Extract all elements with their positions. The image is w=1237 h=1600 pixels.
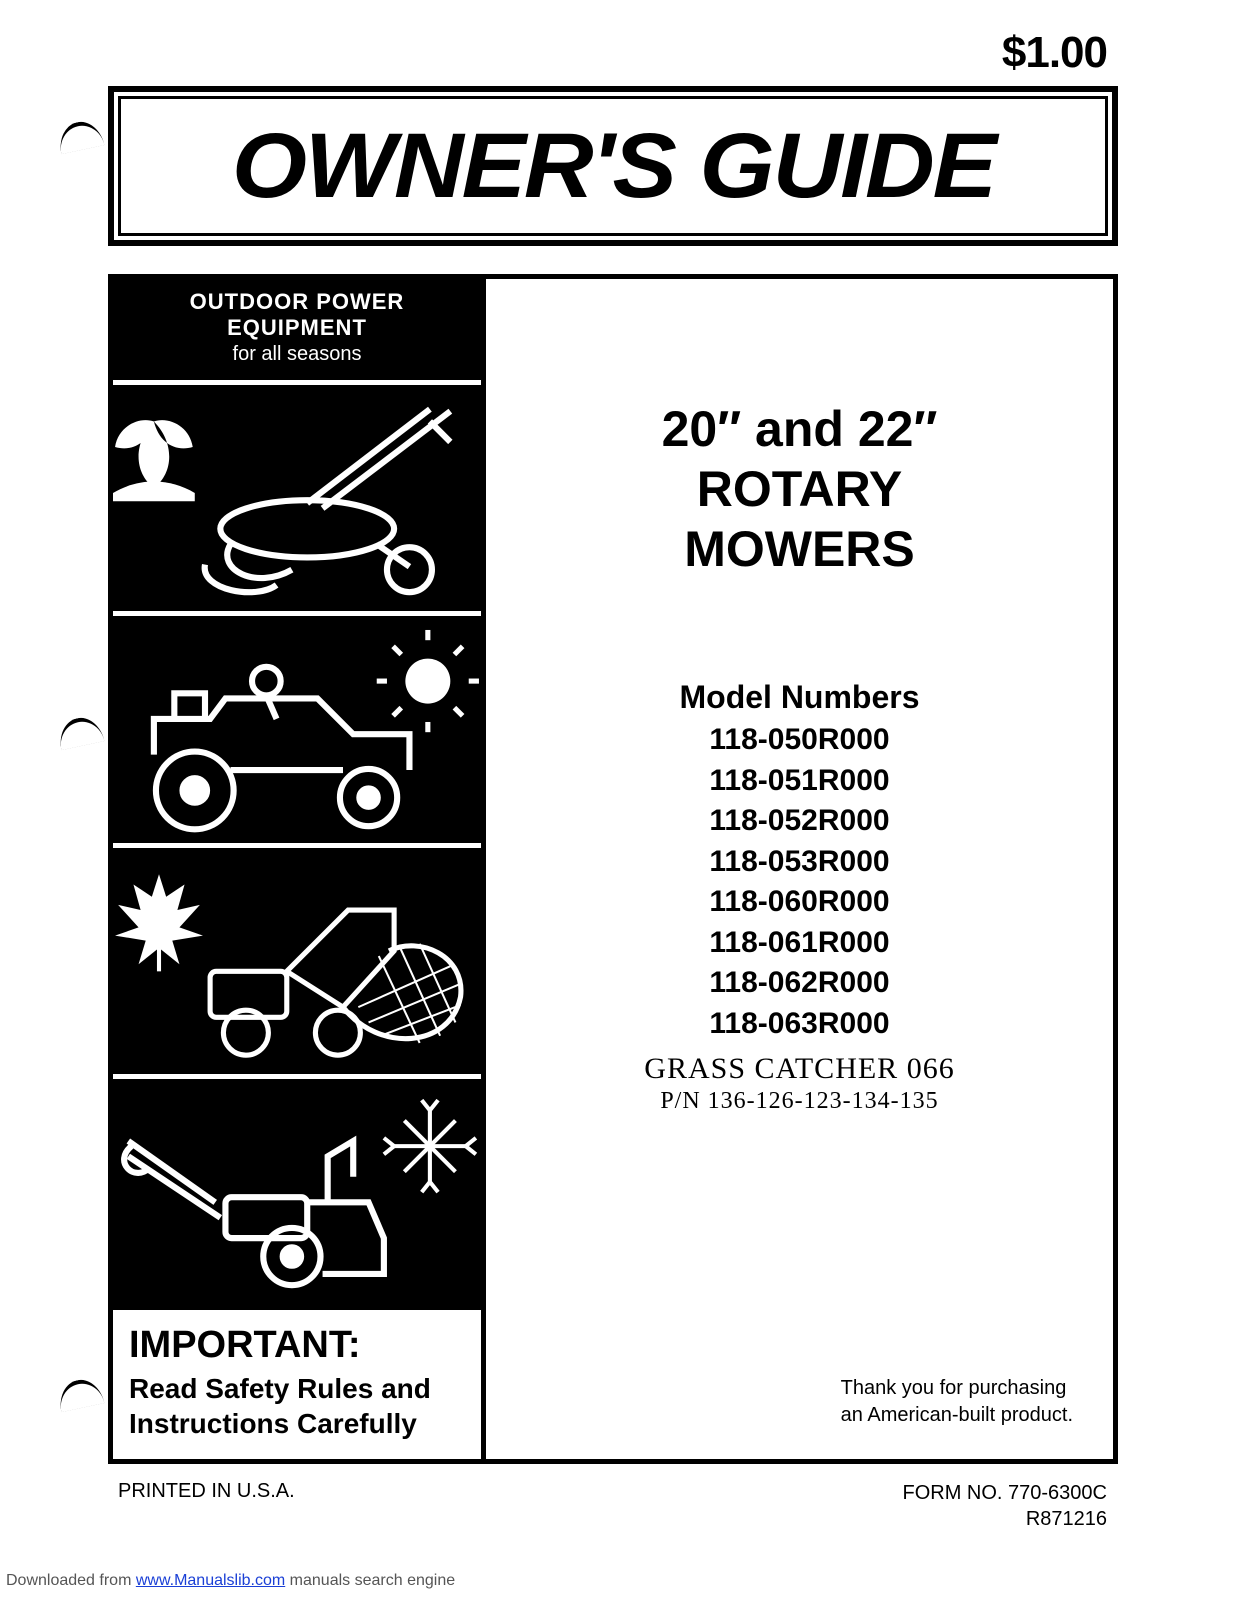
spring-tiller-panel	[113, 380, 481, 611]
download-suffix: manuals search engine	[285, 1572, 455, 1589]
summer-mower-panel	[113, 611, 481, 842]
model-number: 118-053R000	[526, 842, 1073, 883]
left-column: OUTDOOR POWER EQUIPMENT for all seasons	[113, 279, 486, 1459]
footer-form-line1: FORM NO. 770-6300C	[902, 1480, 1107, 1506]
footer-form-line2: R871216	[902, 1506, 1107, 1532]
thanks-line2: an American-built product.	[841, 1402, 1073, 1429]
download-prefix: Downloaded from	[6, 1572, 136, 1589]
right-column: 20″ and 22″ ROTARY MOWERS Model Numbers …	[486, 279, 1113, 1459]
price: $1.00	[1002, 28, 1107, 78]
chipper-icon	[210, 910, 461, 1055]
footer-printed-in: PRINTED IN U.S.A.	[118, 1480, 295, 1503]
handwritten-note-1: GRASS CATCHER 066	[526, 1052, 1073, 1086]
page-curl-mark	[56, 1376, 105, 1413]
product-title-line1: 20″ and 22″	[526, 399, 1073, 459]
product-title: 20″ and 22″ ROTARY MOWERS	[526, 399, 1073, 579]
sidebar-header-line1: OUTDOOR POWER EQUIPMENT	[121, 289, 473, 341]
snow-blower-icon	[124, 1141, 384, 1285]
flower-icon	[113, 420, 195, 501]
download-link[interactable]: www.Manualslib.com	[136, 1572, 285, 1589]
model-number: 118-062R000	[526, 963, 1073, 1004]
model-number: 118-051R000	[526, 761, 1073, 802]
important-title: IMPORTANT:	[129, 1324, 465, 1367]
model-number: 118-050R000	[526, 720, 1073, 761]
winter-blower-panel	[113, 1074, 481, 1305]
product-title-line2: ROTARY	[526, 459, 1073, 519]
sidebar-header: OUTDOOR POWER EQUIPMENT for all seasons	[113, 279, 481, 380]
thank-you-text: Thank you for purchasing an American-bui…	[841, 1375, 1073, 1429]
autumn-chipper-panel	[113, 843, 481, 1074]
download-source-line: Downloaded from www.Manualslib.com manua…	[6, 1572, 455, 1590]
model-number: 118-063R000	[526, 1004, 1073, 1045]
riding-mower-icon	[154, 667, 410, 830]
title-box: OWNER'S GUIDE	[108, 86, 1118, 246]
page-curl-mark	[56, 714, 105, 751]
document-title: OWNER'S GUIDE	[231, 114, 994, 219]
important-box: IMPORTANT: Read Safety Rules and Instruc…	[113, 1305, 481, 1459]
model-number: 118-061R000	[526, 923, 1073, 964]
title-inner: OWNER'S GUIDE	[118, 96, 1108, 236]
model-numbers-heading: Model Numbers	[526, 679, 1073, 716]
snowflake-icon	[384, 1100, 476, 1192]
maple-leaf-icon	[115, 874, 203, 971]
model-numbers-list: 118-050R000118-051R000118-052R000118-053…	[526, 720, 1073, 1044]
thanks-line1: Thank you for purchasing	[841, 1375, 1073, 1402]
tiller-icon	[205, 409, 451, 592]
sidebar-header-line2: for all seasons	[121, 343, 473, 366]
product-title-line3: MOWERS	[526, 519, 1073, 579]
important-text: Read Safety Rules and Instructions Caref…	[129, 1371, 465, 1441]
handwritten-note-2: P/N 136-126-123-134-135	[526, 1088, 1073, 1115]
page-curl-mark	[56, 118, 105, 155]
main-content-box: OUTDOOR POWER EQUIPMENT for all seasons	[108, 274, 1118, 1464]
model-number: 118-060R000	[526, 882, 1073, 923]
sun-icon	[377, 630, 479, 732]
page: $1.00 OWNER'S GUIDE OUTDOOR POWER EQUIPM…	[0, 0, 1237, 1600]
model-number: 118-052R000	[526, 801, 1073, 842]
footer-form-number: FORM NO. 770-6300C R871216	[902, 1480, 1107, 1532]
